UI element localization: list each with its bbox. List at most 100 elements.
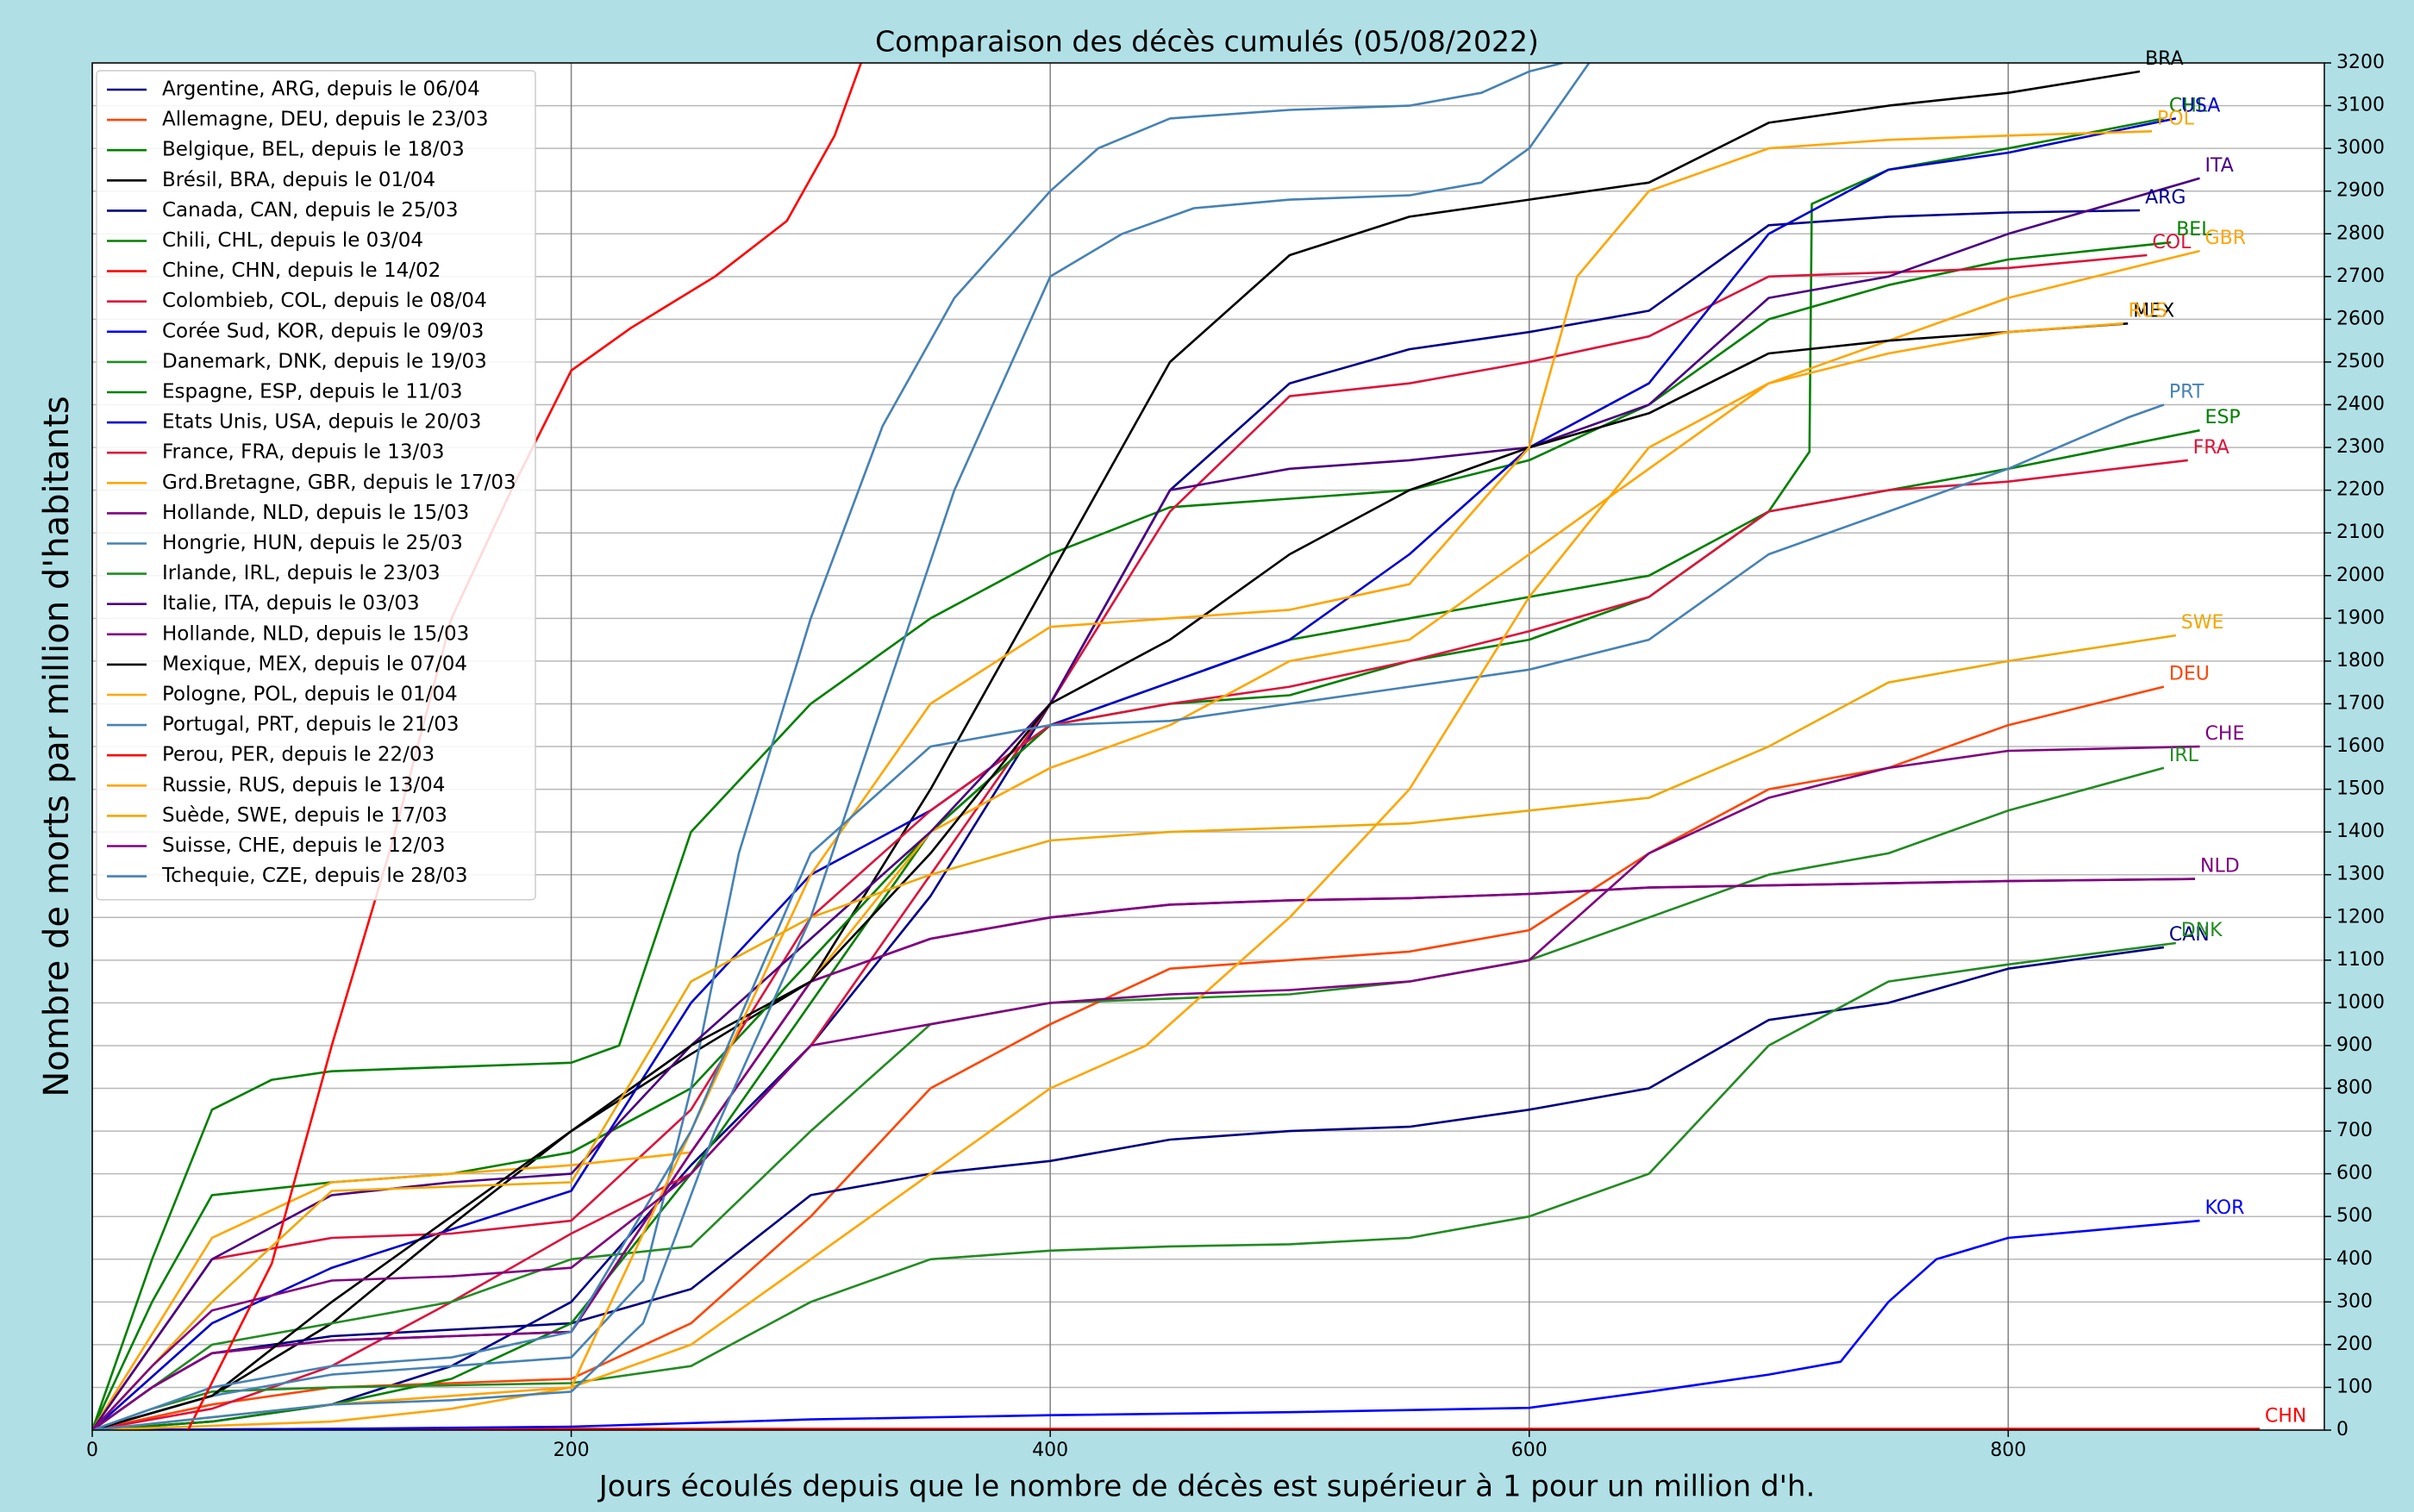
series-line	[92, 249, 2200, 1430]
legend-label: Danemark, DNK, depuis le 19/03	[162, 350, 487, 372]
y-tick-label: 1400	[2336, 821, 2385, 842]
end-label: CHL	[2169, 95, 2208, 116]
legend-label: Colombieb, COL, depuis le 08/04	[162, 290, 487, 312]
series-line	[92, 745, 2200, 1430]
legend-label: Russie, RUS, depuis le 13/04	[162, 774, 445, 797]
y-tick-label: 2500	[2336, 351, 2385, 372]
x-tick-label: 600	[1511, 1440, 1548, 1461]
series-line	[92, 130, 2153, 1430]
end-label: ARG	[2145, 187, 2186, 209]
y-tick-label: 1000	[2336, 991, 2385, 1013]
legend-label: Chili, CHL, depuis le 03/04	[162, 229, 423, 252]
y-tick-label: 2300	[2336, 436, 2385, 458]
series-line	[92, 403, 2165, 1430]
y-tick-label: 2600	[2336, 308, 2385, 329]
legend-box	[96, 70, 536, 901]
x-tick-label: 800	[1990, 1440, 2026, 1461]
end-label: CAN	[2169, 924, 2210, 946]
legend-label: Hollande, NLD, depuis le 15/03	[162, 622, 469, 645]
legend-label: Hollande, NLD, depuis le 15/03	[162, 502, 469, 524]
y-tick-label: 100	[2336, 1376, 2373, 1397]
series-line	[92, 322, 2129, 1430]
y-tick-label: 500	[2336, 1205, 2373, 1227]
legend-label: Portugal, PRT, depuis le 21/03	[162, 714, 459, 736]
end-label: SWE	[2181, 612, 2224, 634]
y-tick-label: 400	[2336, 1248, 2373, 1270]
legend-label: France, FRA, depuis le 13/03	[162, 441, 444, 464]
end-label: MEX	[2133, 300, 2174, 322]
legend-label: Suède, SWE, depuis le 17/03	[162, 804, 447, 827]
x-tick-label: 200	[553, 1440, 590, 1461]
plot-frame	[91, 62, 2325, 1431]
end-label: PRT	[2169, 382, 2204, 403]
y-tick-label: 0	[2336, 1419, 2348, 1440]
legend-label: Canada, CAN, depuis le 25/03	[162, 199, 459, 222]
y-tick-label: 2000	[2336, 565, 2385, 586]
y-tick-label: 2400	[2336, 394, 2385, 415]
series-line	[92, 322, 2123, 1430]
y-tick-label: 300	[2336, 1290, 2373, 1312]
series-line	[92, 878, 2196, 1430]
end-label: USA	[2181, 95, 2221, 116]
end-label: CHN	[2265, 1406, 2306, 1428]
end-label: FRA	[2193, 437, 2230, 459]
series-line	[92, 70, 2141, 1430]
end-label: BRA	[2145, 48, 2184, 70]
y-tick-label: 600	[2336, 1163, 2373, 1184]
chart-title: Comparaison des décès cumulés (05/08/202…	[875, 25, 1539, 59]
legend-label: Argentine, ARG, depuis le 06/04	[162, 78, 480, 101]
end-label: KOR	[2205, 1197, 2245, 1219]
y-tick-label: 1700	[2336, 692, 2385, 714]
y-tick-label: 1800	[2336, 650, 2385, 672]
legend-label: Chine, CHN, depuis le 14/02	[162, 259, 441, 282]
x-axis-label: Jours écoulés depuis que le nombre de dé…	[597, 1470, 1816, 1504]
legend-label: Brésil, BRA, depuis le 01/04	[162, 169, 435, 191]
end-label: DEU	[2169, 664, 2210, 685]
series-line	[92, 117, 2177, 1430]
y-tick-label: 700	[2336, 1120, 2373, 1141]
legend-label: Espagne, ESP, depuis le 11/03	[162, 381, 463, 403]
y-tick-label: 1300	[2336, 864, 2385, 885]
series-line	[92, 634, 2176, 1430]
y-tick-label: 2800	[2336, 222, 2385, 244]
series-line	[92, 241, 2172, 1430]
series-line	[92, 1219, 2200, 1430]
series-line	[92, 946, 2165, 1430]
legend-label: Mexique, MEX, depuis le 07/04	[162, 653, 467, 675]
legend: Argentine, ARG, depuis le 06/04 Allemagne…	[96, 70, 536, 901]
y-tick-label: 1900	[2336, 607, 2385, 628]
end-label: ESP	[2205, 407, 2241, 428]
series-line	[92, 63, 1563, 1430]
y-tick-label: 2200	[2336, 479, 2385, 501]
y-tick-label: 2700	[2336, 266, 2385, 287]
end-label: ITA	[2205, 155, 2234, 177]
y-tick-label: 3200	[2336, 52, 2385, 73]
y-tick-label: 800	[2336, 1078, 2373, 1099]
y-tick-label: 1100	[2336, 949, 2385, 971]
legend-label: Belgique, BEL, depuis le 18/03	[162, 139, 465, 161]
y-tick-label: 900	[2336, 1034, 2373, 1056]
end-label: CHE	[2205, 723, 2245, 745]
end-label: IRL	[2169, 745, 2199, 766]
legend-label: Corée Sud, KOR, depuis le 09/03	[162, 320, 484, 342]
y-tick-label: 200	[2336, 1334, 2373, 1355]
end-label: COL	[2152, 232, 2192, 253]
legend-label: Irlande, IRL, depuis le 23/03	[162, 562, 441, 584]
legend-label: Etats Unis, USA, depuis le 20/03	[162, 411, 481, 434]
end-label: DNK	[2181, 920, 2223, 941]
y-tick-label: 1600	[2336, 735, 2385, 757]
x-tick-label: 0	[86, 1440, 98, 1461]
legend-label: Hongrie, HUN, depuis le 25/03	[162, 532, 463, 554]
end-label: POL	[2157, 108, 2195, 129]
x-tick-label: 400	[1032, 1440, 1068, 1461]
y-tick-label: 2900	[2336, 180, 2385, 202]
grid: 0 100 200 300 400 500 600 700 800 900 1000 1100 1200…	[86, 52, 2385, 1461]
series-line	[92, 941, 2176, 1430]
legend-label: Perou, PER, depuis le 22/03	[162, 744, 435, 766]
series-line	[92, 253, 2148, 1430]
end-label: RUS	[2129, 300, 2167, 322]
legend-label: Tchequie, CZE, depuis le 28/03	[161, 865, 468, 887]
y-tick-label: 1200	[2336, 906, 2385, 928]
